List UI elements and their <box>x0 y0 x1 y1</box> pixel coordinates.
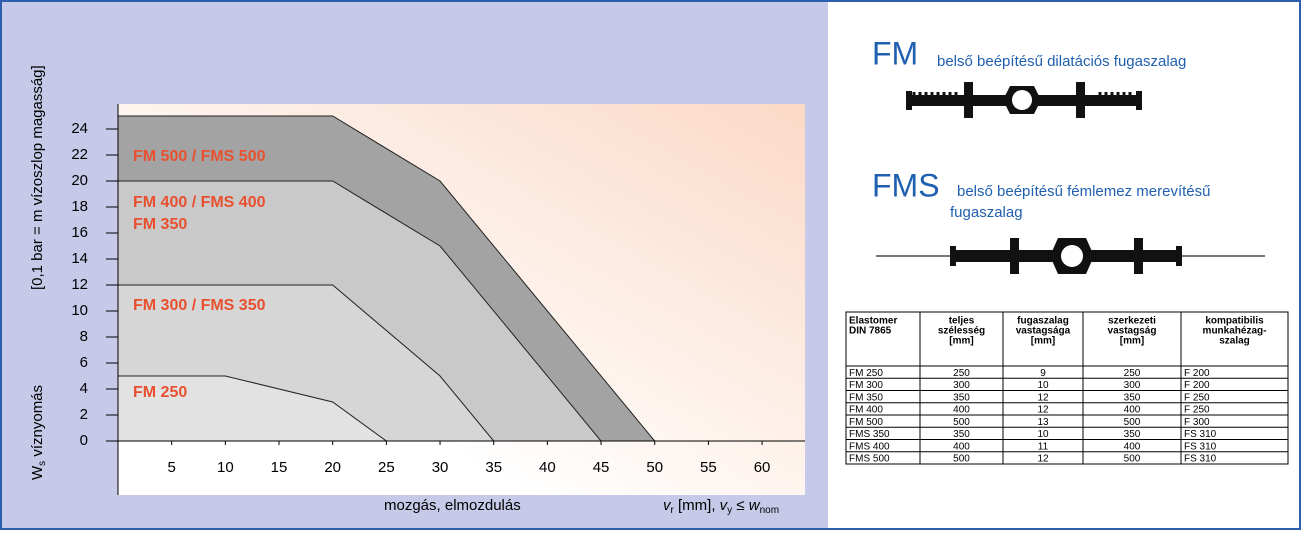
x-tick-label: 40 <box>539 459 556 476</box>
table-cell: 350 <box>1124 392 1141 403</box>
x-tick-label: 20 <box>324 459 341 476</box>
table-cell: F 250 <box>1184 405 1210 416</box>
table-cell: 10 <box>1037 429 1049 440</box>
table-header: [mm] <box>1120 336 1144 347</box>
table-cell: 300 <box>953 380 970 391</box>
y-tick-label: 6 <box>80 354 88 371</box>
table-header: [mm] <box>949 336 973 347</box>
x-tick-label: 45 <box>593 459 610 476</box>
table-cell: FM 350 <box>849 392 883 403</box>
table-cell: 12 <box>1037 405 1049 416</box>
y-tick-label: 0 <box>80 432 88 449</box>
table-cell: FMS 500 <box>849 454 890 465</box>
series-label: FM 300 / FMS 350 <box>133 297 266 314</box>
x-tick-label: 55 <box>700 459 717 476</box>
table-cell: 9 <box>1040 368 1046 379</box>
table-cell: FMS 400 <box>849 441 890 452</box>
table-cell: FS 310 <box>1184 429 1217 440</box>
y-tick-label: 4 <box>80 380 88 397</box>
x-tick-label: 10 <box>217 459 234 476</box>
product-code: FMS <box>872 167 940 203</box>
x-tick-label: 25 <box>378 459 395 476</box>
table-cell: 500 <box>1124 417 1141 428</box>
y-tick-label: 24 <box>71 120 88 137</box>
series-label: FM 500 / FMS 500 <box>133 148 266 165</box>
x-axis-label: mozgás, elmozdulás <box>384 497 521 514</box>
y-axis-unit: [0,1 bar = m vízoszlop magasság] <box>29 65 46 290</box>
y-tick-label: 22 <box>71 146 88 163</box>
table-cell: FM 500 <box>849 417 883 428</box>
y-tick-label: 16 <box>71 224 88 241</box>
page: FM 500 / FMS 500 FM 400 / FMS 400 FM 300 /… <box>0 0 1301 535</box>
y-axis-label-part: W <box>29 465 46 480</box>
x-tick-label: 30 <box>432 459 449 476</box>
series-label: FM 400 / FMS 400 <box>133 194 266 211</box>
table-cell: 250 <box>1124 368 1141 379</box>
annotation: FM 350 <box>133 216 187 233</box>
table-cell: 500 <box>953 454 970 465</box>
table-header: szalag <box>1219 336 1250 347</box>
table-cell: FM 400 <box>849 405 883 416</box>
table-cell: 350 <box>1124 429 1141 440</box>
y-tick-label: 10 <box>71 302 88 319</box>
x-tick-label: 60 <box>754 459 771 476</box>
table-cell: 500 <box>953 417 970 428</box>
x-axis-formula-part: [mm], <box>674 497 720 514</box>
x-tick-label: 5 <box>168 459 176 476</box>
x-axis-formula-part: ≤ <box>732 497 749 514</box>
table-cell: 400 <box>953 405 970 416</box>
product-description: belső beépítésű fémlemez merevítésű <box>957 183 1210 200</box>
table-cell: 350 <box>953 429 970 440</box>
product-description: fugaszalag <box>950 204 1023 221</box>
table-cell: 400 <box>1124 405 1141 416</box>
series-label: FM 250 <box>133 384 187 401</box>
table-cell: 500 <box>1124 454 1141 465</box>
table-cell: FS 310 <box>1184 441 1217 452</box>
table-cell: FMS 350 <box>849 429 890 440</box>
y-tick-label: 20 <box>71 172 88 189</box>
table-header: DIN 7865 <box>849 326 892 337</box>
table-cell: FM 300 <box>849 380 883 391</box>
y-tick-label: 12 <box>71 276 88 293</box>
table-cell: F 250 <box>1184 392 1210 403</box>
y-tick-label: 14 <box>71 250 88 267</box>
table-cell: F 200 <box>1184 380 1210 391</box>
table-cell: 250 <box>953 368 970 379</box>
x-axis-formula-part: nom <box>760 505 779 516</box>
table-cell: 11 <box>1038 441 1049 452</box>
x-tick-label: 50 <box>646 459 663 476</box>
table-cell: 12 <box>1037 392 1049 403</box>
product-code: FM <box>872 35 918 71</box>
y-tick-label: 18 <box>71 198 88 215</box>
table-cell: 400 <box>953 441 970 452</box>
table-cell: F 300 <box>1184 417 1210 428</box>
table-cell: 400 <box>1124 441 1141 452</box>
figure: FM 500 / FMS 500 FM 400 / FMS 400 FM 300 /… <box>0 0 1301 530</box>
x-tick-label: 15 <box>271 459 288 476</box>
y-axis-label-part: víznyomás <box>29 385 46 461</box>
table-cell: FS 310 <box>1184 454 1217 465</box>
table-header: [mm] <box>1031 336 1055 347</box>
y-tick-label: 2 <box>80 406 88 423</box>
table-cell: 12 <box>1037 454 1049 465</box>
x-tick-label: 35 <box>485 459 502 476</box>
table-cell: 13 <box>1037 417 1049 428</box>
table-cell: 300 <box>1124 380 1141 391</box>
table-cell: 350 <box>953 392 970 403</box>
table-cell: F 200 <box>1184 368 1210 379</box>
y-tick-label: 8 <box>80 328 88 345</box>
table-cell: FM 250 <box>849 368 883 379</box>
table-cell: 10 <box>1037 380 1049 391</box>
product-description: belső beépítésű dilatációs fugaszalag <box>937 53 1186 70</box>
